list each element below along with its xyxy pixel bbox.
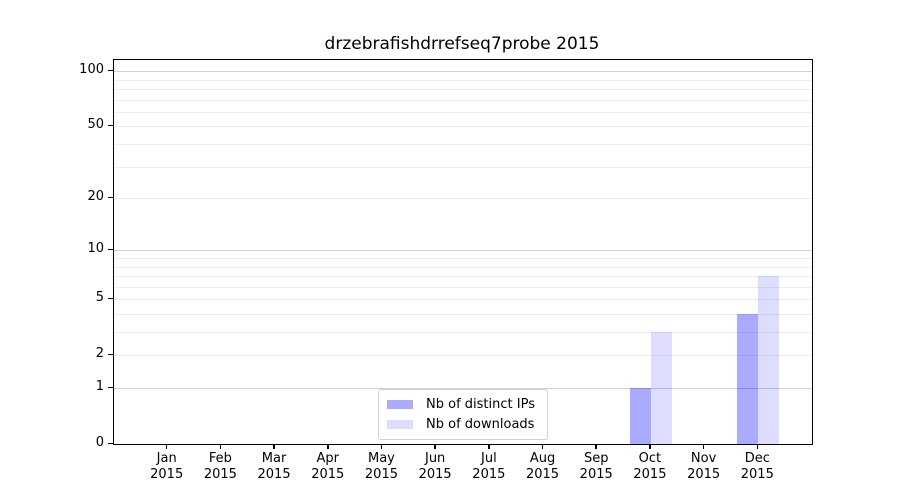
gridline-minor bbox=[114, 111, 812, 113]
y-tick-label: 0 bbox=[95, 435, 104, 450]
plot-area: Nb of distinct IPs Nb of downloads bbox=[113, 59, 813, 445]
x-tick-label: Apr 2015 bbox=[296, 451, 360, 483]
x-tick-mark bbox=[541, 444, 544, 449]
x-tick-label: Jul 2015 bbox=[457, 451, 521, 483]
x-tick-label-line: 2015 bbox=[364, 467, 398, 482]
y-tick-mark bbox=[108, 386, 113, 388]
x-tick-label-line: 2015 bbox=[203, 467, 237, 482]
y-tick-mark bbox=[108, 196, 113, 199]
x-tick-label-line: Jun bbox=[424, 451, 446, 466]
x-tick-mark bbox=[595, 444, 597, 449]
x-tick-mark bbox=[219, 444, 222, 449]
legend: Nb of distinct IPs Nb of downloads bbox=[378, 389, 548, 440]
y-tick-mark bbox=[108, 353, 113, 356]
x-tick-label-line: 2015 bbox=[687, 467, 721, 482]
gridline-minor bbox=[114, 257, 812, 259]
x-tick-label: May 2015 bbox=[349, 451, 413, 483]
gridline-major bbox=[114, 388, 812, 389]
legend-swatch-distinct-ips bbox=[387, 400, 414, 409]
gridline-major bbox=[114, 71, 812, 73]
gridline-minor bbox=[114, 313, 812, 315]
gridline-minor bbox=[114, 126, 812, 128]
gridline-minor bbox=[114, 79, 812, 81]
y-tick-label: 20 bbox=[87, 189, 104, 205]
x-tick-label-line: Oct bbox=[638, 451, 662, 466]
x-tick-label: Sep 2015 bbox=[564, 451, 628, 483]
legend-item-distinct-ips: Nb of distinct IPs bbox=[387, 397, 535, 412]
x-tick-label-line: May bbox=[368, 451, 395, 466]
x-tick-label-line: Feb bbox=[208, 451, 232, 466]
x-tick-label-line: 2015 bbox=[633, 467, 667, 482]
gridline-minor bbox=[114, 276, 812, 278]
bar-downloads bbox=[650, 332, 672, 444]
y-tick-mark bbox=[108, 124, 113, 127]
x-tick-mark bbox=[649, 444, 651, 449]
gridline-minor bbox=[114, 266, 812, 268]
legend-label-distinct-ips: Nb of distinct IPs bbox=[426, 397, 535, 412]
gridline-major bbox=[114, 250, 812, 252]
x-tick-label: Feb 2015 bbox=[188, 451, 252, 483]
x-tick-mark bbox=[327, 444, 329, 449]
x-tick-label: Oct 2015 bbox=[618, 451, 682, 483]
gridline-minor bbox=[114, 144, 812, 145]
y-tick-label: 100 bbox=[79, 62, 104, 78]
x-tick-label-line: 2015 bbox=[579, 467, 613, 482]
x-tick-label-line: Apr bbox=[316, 451, 340, 466]
y-tick-label: 1 bbox=[95, 379, 104, 394]
x-tick-label: Jan 2015 bbox=[135, 451, 199, 483]
y-tick-label: 50 bbox=[87, 117, 104, 133]
chart-title: drzebrafishdrrefseq7probe 2015 bbox=[324, 34, 600, 54]
x-tick-label-line: 2015 bbox=[257, 467, 291, 482]
y-tick-label: 10 bbox=[87, 241, 104, 257]
gridline-minor bbox=[114, 332, 812, 333]
y-tick-mark bbox=[108, 297, 113, 300]
legend-item-downloads: Nb of downloads bbox=[387, 417, 535, 432]
x-tick-label-line: Aug bbox=[529, 451, 556, 466]
x-tick-mark bbox=[273, 444, 275, 449]
x-tick-label: Jun 2015 bbox=[403, 451, 467, 483]
x-tick-mark bbox=[702, 444, 705, 449]
y-tick-mark bbox=[108, 442, 113, 444]
x-tick-mark bbox=[756, 444, 759, 449]
x-tick-label: Mar 2015 bbox=[242, 451, 306, 483]
gridline-minor bbox=[114, 286, 812, 288]
x-tick-label-line: 2015 bbox=[418, 467, 452, 482]
x-tick-mark bbox=[488, 444, 490, 449]
gridline-minor bbox=[114, 299, 812, 301]
gridline-minor bbox=[114, 166, 812, 168]
bar-downloads bbox=[758, 276, 780, 444]
x-tick-label-line: Jul bbox=[481, 451, 497, 466]
x-tick-label-line: Dec bbox=[744, 451, 770, 466]
bar-distinct-ips bbox=[629, 388, 651, 444]
legend-swatch-downloads bbox=[387, 420, 414, 429]
x-tick-label-line: 2015 bbox=[150, 467, 184, 482]
gridline-minor bbox=[114, 198, 812, 200]
x-tick-mark bbox=[165, 444, 168, 449]
bar-distinct-ips bbox=[737, 313, 759, 444]
gridline-minor bbox=[114, 355, 812, 357]
x-tick-mark bbox=[434, 444, 436, 449]
x-tick-label-line: Jan bbox=[156, 451, 177, 466]
x-tick-label: Dec 2015 bbox=[725, 451, 789, 483]
x-tick-mark bbox=[380, 444, 383, 449]
legend-label-downloads: Nb of downloads bbox=[426, 417, 535, 432]
y-tick-mark bbox=[108, 248, 113, 251]
x-tick-label-line: Nov bbox=[690, 451, 717, 466]
x-tick-label-line: 2015 bbox=[740, 467, 774, 482]
y-tick-label: 5 bbox=[95, 290, 104, 306]
x-tick-label-line: Mar bbox=[261, 451, 287, 466]
x-tick-label-line: 2015 bbox=[472, 467, 506, 482]
gridline-minor bbox=[114, 99, 812, 101]
gridline-minor bbox=[114, 89, 812, 90]
y-tick-label: 2 bbox=[95, 346, 104, 362]
x-tick-label-line: Sep bbox=[583, 451, 609, 466]
x-tick-label: Aug 2015 bbox=[511, 451, 575, 483]
x-tick-label-line: 2015 bbox=[311, 467, 345, 482]
x-tick-label-line: 2015 bbox=[525, 467, 560, 482]
x-tick-label: Nov 2015 bbox=[672, 451, 736, 483]
y-tick-mark bbox=[108, 69, 113, 72]
